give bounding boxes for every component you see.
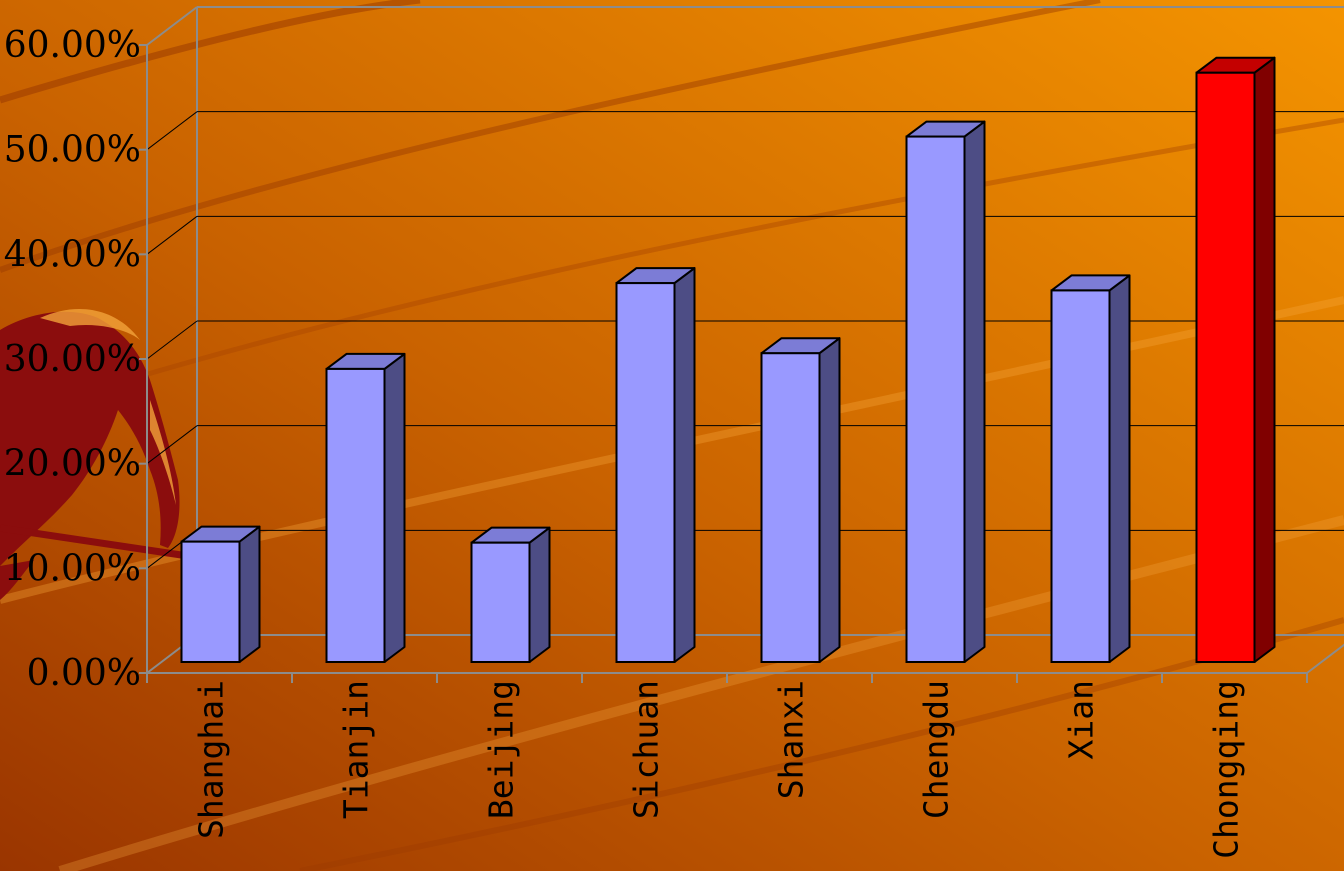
bars (180, 56, 1276, 664)
y-tick-label: 20.00% (4, 444, 141, 485)
bar-tianjin (325, 352, 406, 663)
y-tick-label: 10.00% (4, 548, 141, 589)
bar-front (1050, 289, 1111, 663)
y-tick-label: 0.00% (27, 653, 141, 694)
bar-front (470, 541, 531, 663)
bar-side (1253, 56, 1276, 663)
bar-side (383, 352, 406, 663)
bar-beijing (470, 526, 551, 663)
bar-side (818, 337, 841, 663)
gridline-diag (146, 425, 198, 465)
y-axis: 0.00% 10.00% 20.00% 30.00% 40.00% 50.00% 60.00… (4, 25, 148, 694)
y-tick-label: 60.00% (4, 25, 141, 66)
bar-shanghai (180, 525, 261, 664)
bar-chengdu (905, 120, 986, 664)
x-tick-label: Xian (1062, 680, 1101, 759)
bar-side (528, 526, 551, 663)
x-tick-label: Beijing (482, 680, 521, 819)
bar-front (905, 135, 966, 664)
x-axis-labels: Shanghai Tianjin Beijing Sichuan Shanxi Cheng… (192, 680, 1246, 859)
bar-side (963, 120, 986, 663)
left-wall-top-edge (146, 6, 198, 46)
x-axis (146, 672, 1308, 683)
gridline-diag (146, 111, 198, 151)
bar-shanxi (760, 337, 841, 663)
x-tick-label: Shanghai (192, 680, 231, 839)
bar-front (325, 367, 386, 663)
y-tick-label: 30.00% (4, 339, 141, 380)
bar-front (180, 540, 241, 664)
bar-side (1108, 274, 1131, 663)
x-tick-label: Tianjin (337, 680, 376, 819)
bar-front (1195, 71, 1256, 663)
x-tick-label: Shanxi (772, 680, 811, 799)
gridline-diag (146, 215, 198, 255)
bar-front (615, 282, 676, 663)
gridline-diag (146, 320, 198, 360)
x-tick-label: Chengdu (917, 680, 956, 819)
floor-right-edge (1306, 643, 1344, 674)
bar-chongqing (1195, 56, 1276, 663)
athlete-figure (0, 309, 216, 600)
y-tick-label: 40.00% (4, 234, 141, 275)
bar-front (760, 352, 821, 663)
bar-side (238, 525, 261, 663)
y-tick-label: 50.00% (4, 130, 141, 171)
bar-sichuan (615, 267, 696, 663)
bar-xian (1050, 274, 1131, 663)
x-tick-label: Sichuan (627, 680, 666, 819)
bar-side (673, 267, 696, 663)
x-tick-label: Chongqing (1207, 680, 1246, 859)
